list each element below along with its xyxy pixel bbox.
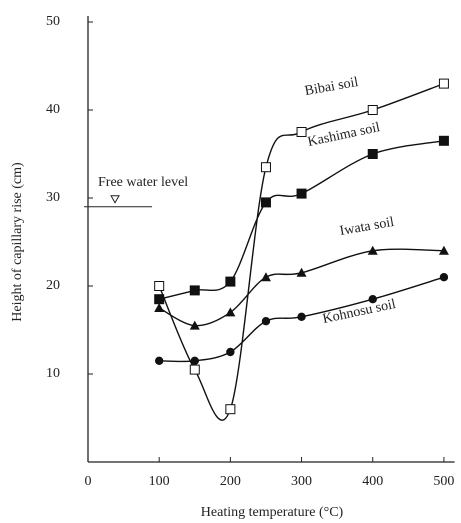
y-axis-label: Height of capillary rise (cm) (10, 162, 25, 322)
marker (225, 276, 236, 287)
marker (367, 149, 378, 159)
marker (260, 272, 271, 282)
marker (189, 285, 200, 296)
marker (189, 364, 200, 375)
marker (438, 135, 449, 146)
water-symbol (110, 195, 120, 204)
marker (154, 294, 165, 305)
marker (154, 281, 165, 291)
marker (439, 273, 449, 282)
y-tick-label: 10 (46, 366, 60, 381)
marker (190, 356, 199, 365)
y-tick-label: 50 (46, 14, 60, 29)
series-label: Kashima soil (306, 120, 381, 150)
x-axis-label: Heating temperature (°C) (201, 505, 344, 520)
marker (154, 303, 165, 312)
marker (367, 105, 378, 115)
marker (226, 347, 235, 357)
y-tick-label: 40 (46, 102, 60, 117)
y-tick-label: 30 (46, 190, 60, 205)
marker (261, 317, 271, 326)
series-label: Kohnosu soil (321, 297, 397, 327)
series-label: Iwata soil (339, 215, 396, 239)
marker (260, 197, 271, 208)
marker (154, 356, 164, 365)
marker (367, 245, 378, 255)
marker (438, 245, 449, 255)
marker (189, 320, 200, 330)
marker (225, 307, 236, 317)
marker (296, 267, 307, 277)
x-tick-label: 400 (362, 474, 383, 489)
x-tick-label: 200 (220, 474, 241, 489)
marker (225, 404, 236, 415)
marker (368, 295, 377, 304)
x-tick-label: 100 (149, 474, 170, 489)
y-tick-label: 20 (46, 278, 60, 293)
marker (438, 78, 449, 89)
series-label: Bibai soil (304, 75, 360, 99)
x-tick-label: 300 (291, 474, 312, 489)
marker (297, 312, 306, 321)
x-tick-label: 500 (433, 474, 454, 489)
free-water-label: Free water level (98, 175, 188, 190)
marker (296, 188, 307, 199)
x-tick-label: 0 (85, 474, 92, 489)
marker (296, 127, 307, 137)
marker (260, 162, 271, 173)
